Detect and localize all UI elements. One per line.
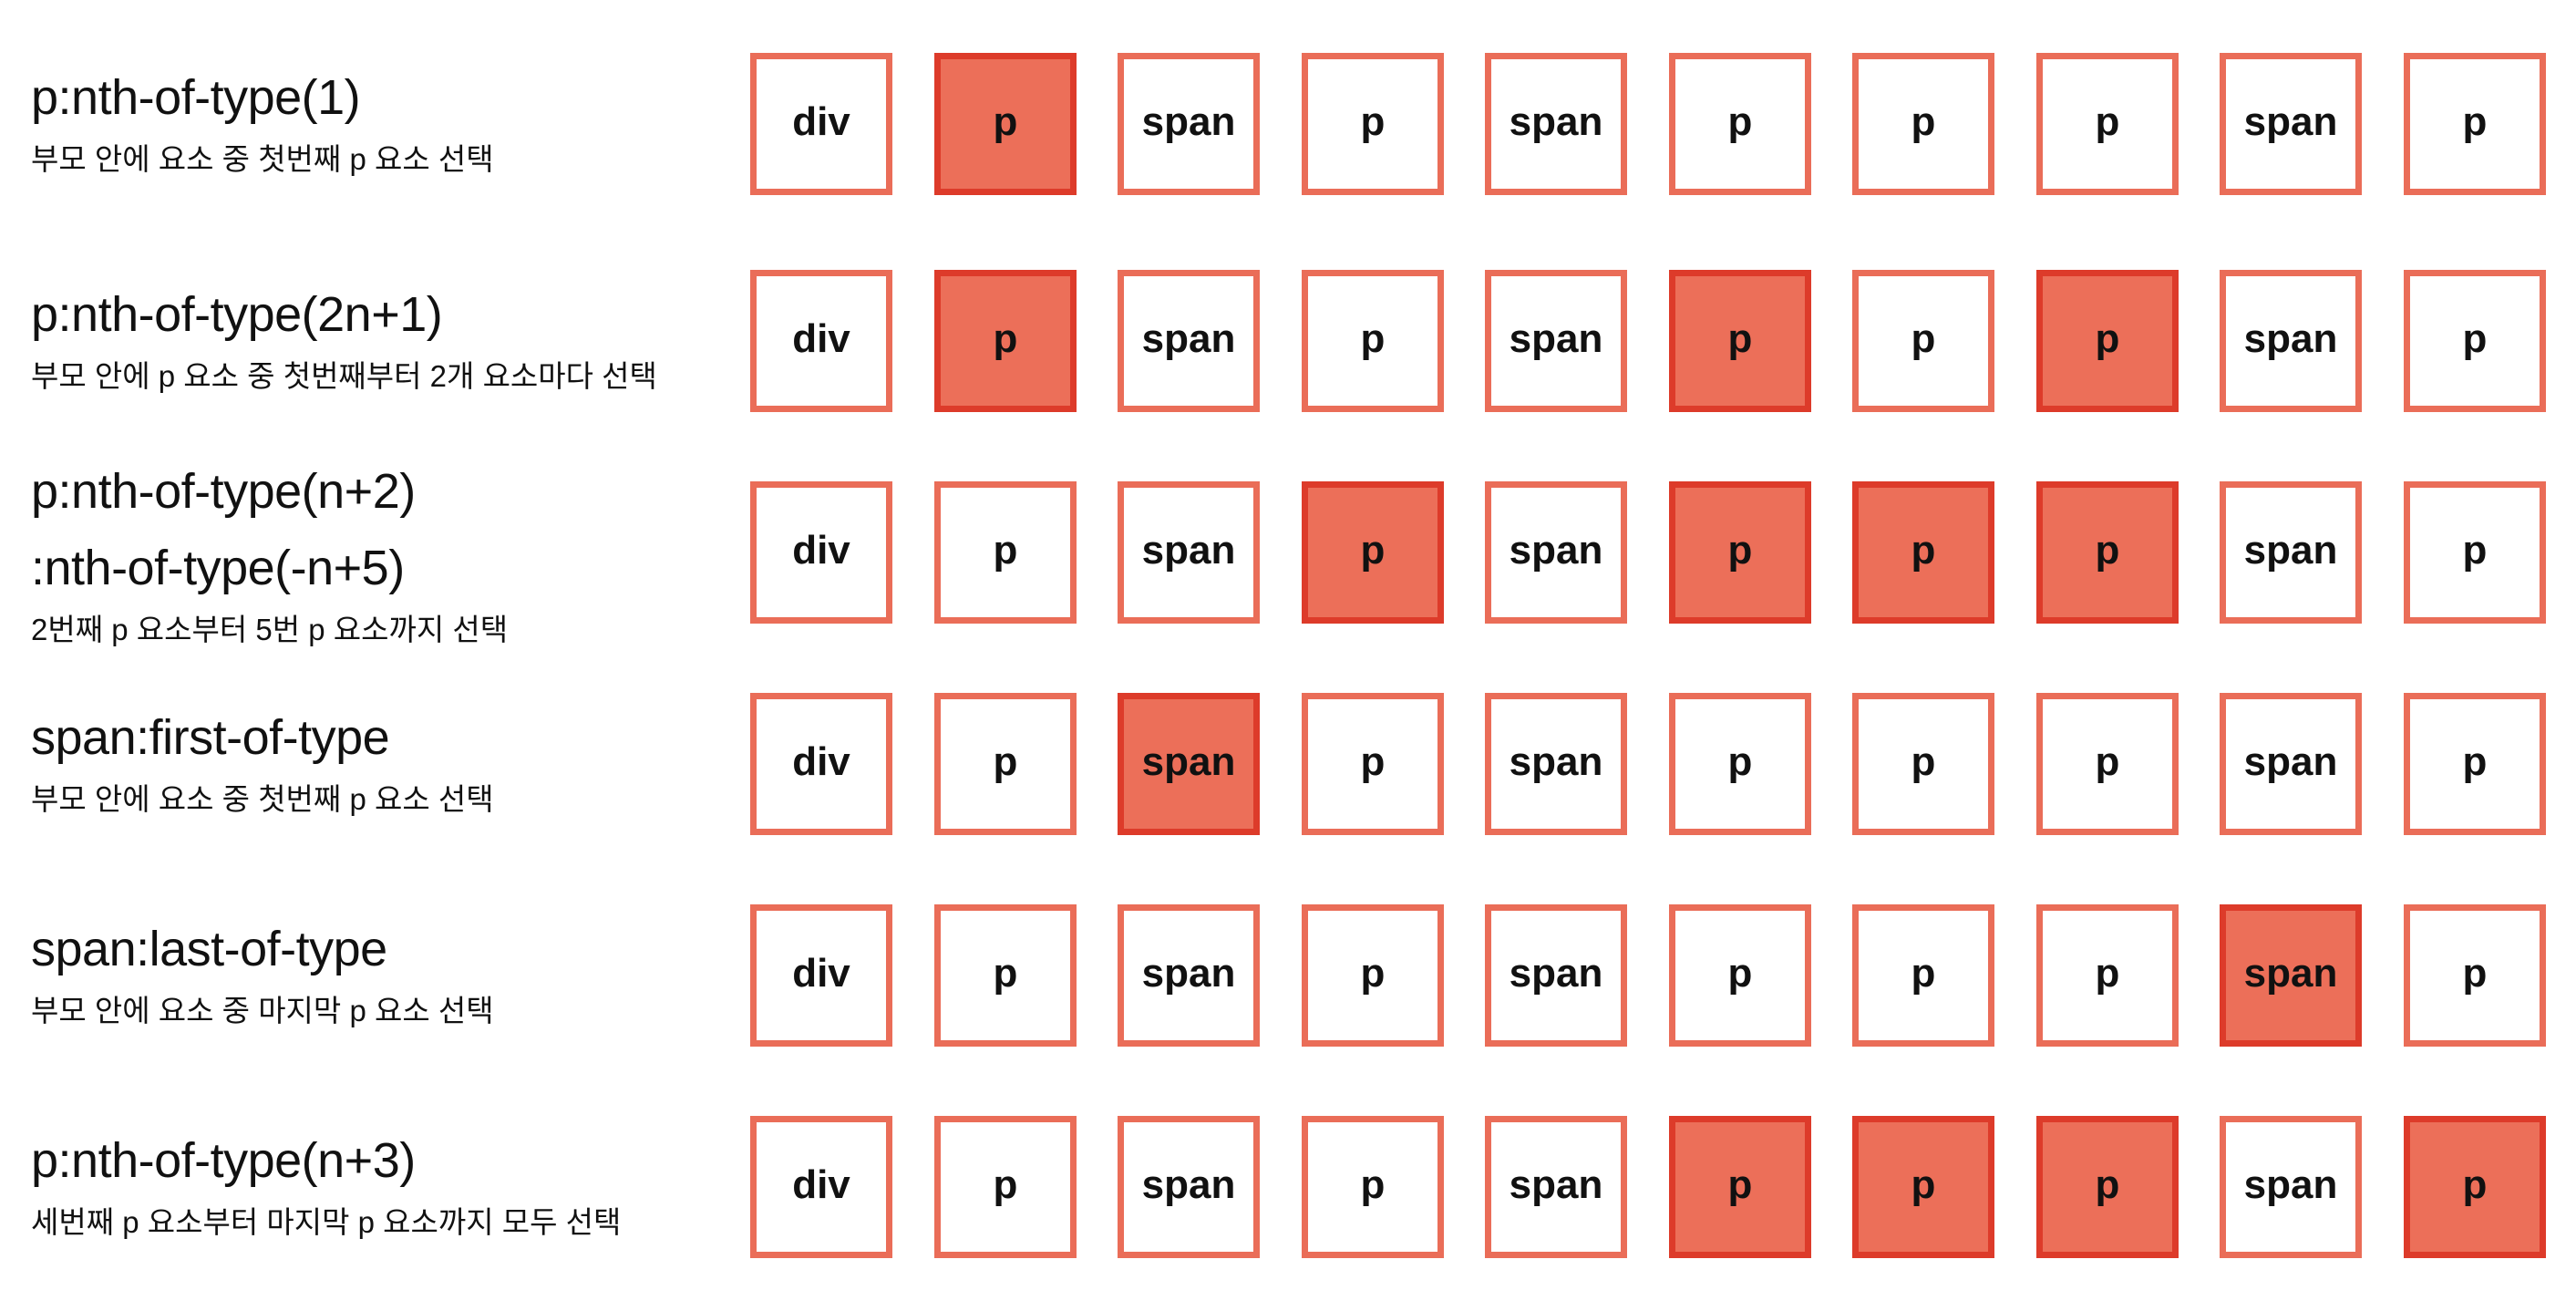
element-box-selected: p <box>1669 270 1811 412</box>
selector-text: span:last-of-type <box>31 922 387 976</box>
element-box: span <box>2220 1116 2362 1258</box>
element-box-selected: span <box>1118 693 1260 835</box>
selector-description: 2번째 p 요소부터 5번 p 요소까지 선택 <box>31 613 509 646</box>
selector-text: p:nth-of-type(2n+1) <box>31 287 443 342</box>
element-box: span <box>1485 1116 1627 1258</box>
selector-label: p:nth-of-type(n+2) :nth-of-type(-n+5) 2번째 … <box>31 453 742 652</box>
selector-text: :nth-of-type(-n+5) <box>31 541 405 595</box>
element-box: p <box>2036 904 2179 1047</box>
element-box: span <box>2220 270 2362 412</box>
element-box: div <box>750 270 892 412</box>
selector-description: 부모 안에 요소 중 마지막 p 요소 선택 <box>31 994 494 1027</box>
element-box: p <box>2404 904 2546 1047</box>
element-box: div <box>750 904 892 1047</box>
element-box: p <box>1852 270 1994 412</box>
element-box: span <box>1485 53 1627 195</box>
element-box: span <box>1485 270 1627 412</box>
selector-label: p:nth-of-type(n+3) 세번째 p 요소부터 마지막 p 요소까지 … <box>31 1122 742 1244</box>
element-box: div <box>750 1116 892 1258</box>
element-box: span <box>1118 270 1260 412</box>
element-box: p <box>1669 53 1811 195</box>
element-box-selected: span <box>2220 904 2362 1047</box>
element-box: span <box>1485 481 1627 624</box>
element-box: div <box>750 53 892 195</box>
element-box-selected: p <box>2036 481 2179 624</box>
element-box-selected: p <box>1852 481 1994 624</box>
element-box: p <box>1302 693 1444 835</box>
element-box: span <box>2220 481 2362 624</box>
element-box: p <box>1302 270 1444 412</box>
element-box-selected: p <box>1302 481 1444 624</box>
element-box: p <box>2036 693 2179 835</box>
element-box: p <box>934 1116 1077 1258</box>
element-box: span <box>1118 481 1260 624</box>
element-box: span <box>2220 53 2362 195</box>
element-box: p <box>934 481 1077 624</box>
element-box: p <box>1302 904 1444 1047</box>
element-box-selected: p <box>2036 270 2179 412</box>
element-box: p <box>1852 53 1994 195</box>
selector-text: span:first-of-type <box>31 710 390 765</box>
selector-description: 부모 안에 p 요소 중 첫번째부터 2개 요소마다 선택 <box>31 359 657 393</box>
element-box: p <box>2404 53 2546 195</box>
element-box: span <box>1118 904 1260 1047</box>
element-box: p <box>2404 270 2546 412</box>
element-box: div <box>750 693 892 835</box>
element-box-selected: p <box>934 270 1077 412</box>
element-box: span <box>1118 53 1260 195</box>
element-box: span <box>1118 1116 1260 1258</box>
element-box: div <box>750 481 892 624</box>
element-box: p <box>1302 1116 1444 1258</box>
element-box: p <box>934 693 1077 835</box>
selector-text: p:nth-of-type(1) <box>31 70 361 125</box>
element-box-selected: p <box>934 53 1077 195</box>
element-box-selected: p <box>1669 1116 1811 1258</box>
element-box: p <box>1852 693 1994 835</box>
selector-label: p:nth-of-type(2n+1) 부모 안에 p 요소 중 첫번째부터 2개… <box>31 276 742 398</box>
selector-description: 세번째 p 요소부터 마지막 p 요소까지 모두 선택 <box>31 1205 622 1239</box>
element-box: p <box>2404 481 2546 624</box>
element-box: p <box>1302 53 1444 195</box>
selector-text: p:nth-of-type(n+2) <box>31 464 416 519</box>
selector-description: 부모 안에 요소 중 첫번째 p 요소 선택 <box>31 142 494 176</box>
element-box: span <box>1485 693 1627 835</box>
selector-label: span:first-of-type 부모 안에 요소 중 첫번째 p 요소 선택 <box>31 699 742 821</box>
element-box-selected: p <box>2036 1116 2179 1258</box>
element-box: p <box>934 904 1077 1047</box>
element-box-selected: p <box>1669 481 1811 624</box>
selector-label: span:last-of-type 부모 안에 요소 중 마지막 p 요소 선택 <box>31 911 742 1033</box>
element-box: span <box>1485 904 1627 1047</box>
selector-text: p:nth-of-type(n+3) <box>31 1133 416 1188</box>
element-box: p <box>1852 904 1994 1047</box>
element-box: span <box>2220 693 2362 835</box>
element-box: p <box>2404 693 2546 835</box>
selector-label: p:nth-of-type(1) 부모 안에 요소 중 첫번째 p 요소 선택 <box>31 59 742 181</box>
element-box: p <box>1669 904 1811 1047</box>
element-box-selected: p <box>2404 1116 2546 1258</box>
element-box: p <box>1669 693 1811 835</box>
element-box: p <box>2036 53 2179 195</box>
selector-description: 부모 안에 요소 중 첫번째 p 요소 선택 <box>31 782 494 816</box>
element-box-selected: p <box>1852 1116 1994 1258</box>
